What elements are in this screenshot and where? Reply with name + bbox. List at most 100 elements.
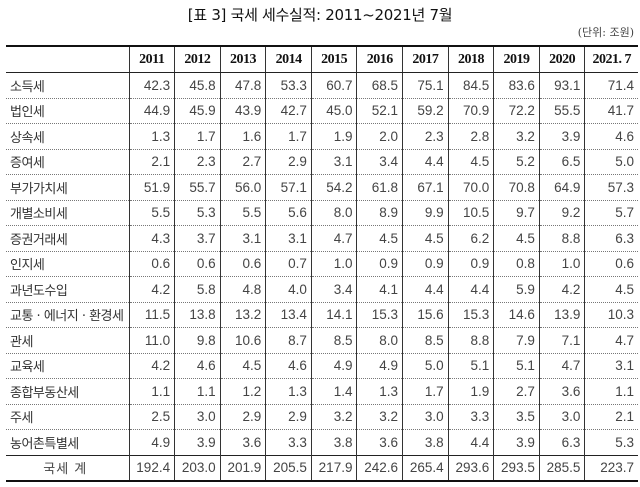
value-cell: 1.3 xyxy=(265,378,312,405)
value-cell: 6.3 xyxy=(584,225,638,252)
value-cell: 5.2 xyxy=(493,149,540,175)
value-cell: 13.4 xyxy=(265,302,312,328)
header-year: 2016 xyxy=(356,46,403,73)
value-cell: 1.7 xyxy=(174,123,221,150)
total-label: 국세 계 xyxy=(6,454,129,481)
value-cell: 293.6 xyxy=(447,454,494,481)
value-cell: 7.9 xyxy=(493,327,540,354)
value-cell: 1.7 xyxy=(265,123,312,150)
value-cell: 4.4 xyxy=(447,276,494,303)
value-cell: 4.9 xyxy=(356,353,403,379)
table-row: 교육세 4.2 4.6 4.5 4.6 4.9 4.9 5.0 5.1 5.1 4.7 3.1 xyxy=(6,353,638,379)
value-cell: 2.3 xyxy=(174,149,221,175)
value-cell: 5.8 xyxy=(174,276,221,303)
value-cell: 15.3 xyxy=(356,302,403,328)
value-cell: 1.0 xyxy=(538,251,585,277)
value-cell: 6.2 xyxy=(447,225,494,252)
value-cell: 0.6 xyxy=(174,251,221,277)
value-cell: 201.9 xyxy=(219,454,266,481)
value-cell: 54.2 xyxy=(310,174,357,201)
value-cell: 10.5 xyxy=(447,200,494,226)
value-cell: 68.5 xyxy=(356,72,403,99)
value-cell: 84.5 xyxy=(447,72,494,99)
value-cell: 2.7 xyxy=(219,149,266,175)
value-cell: 4.5 xyxy=(402,225,449,252)
header-year: 2014 xyxy=(265,46,312,73)
table-row: 인지세 0.6 0.6 0.6 0.7 1.0 0.9 0.9 0.9 0.8 1.0 0.6 xyxy=(6,251,638,277)
value-cell: 15.3 xyxy=(447,302,494,328)
value-cell: 41.7 xyxy=(584,98,638,124)
value-cell: 7.1 xyxy=(538,327,585,354)
table-row: 증여세 2.1 2.3 2.7 2.9 3.1 3.4 4.4 4.5 5.2 6.5 5.0 xyxy=(6,149,638,175)
table-row: 법인세 44.9 45.9 43.9 42.7 45.0 52.1 59.2 70.9 72.2 5… xyxy=(6,98,638,124)
header-year: 2011 xyxy=(128,46,175,73)
value-cell: 285.5 xyxy=(538,454,585,481)
value-cell: 9.7 xyxy=(493,200,540,226)
value-cell: 44.9 xyxy=(128,98,175,124)
tax-type-label: 소득세 xyxy=(6,72,129,99)
value-cell: 0.6 xyxy=(219,251,266,277)
value-cell: 67.1 xyxy=(402,174,449,201)
table-row: 농어촌특별세 4.9 3.9 3.6 3.3 3.8 3.6 3.8 4.4 3.9 6.3 5.3 xyxy=(6,429,638,456)
value-cell: 217.9 xyxy=(310,454,357,481)
value-cell: 4.4 xyxy=(402,149,449,175)
tax-type-label: 농어촌특별세 xyxy=(6,429,129,456)
value-cell: 42.3 xyxy=(128,72,175,99)
value-cell: 43.9 xyxy=(219,98,266,124)
value-cell: 4.9 xyxy=(128,429,175,456)
value-cell: 3.1 xyxy=(265,225,312,252)
total-row: 국세 계 192.4 203.0 201.9 205.5 217.9 242.6 265.4 2… xyxy=(6,454,638,481)
value-cell: 70.9 xyxy=(447,98,494,124)
value-cell: 3.5 xyxy=(493,404,540,430)
value-cell: 1.3 xyxy=(356,378,403,405)
value-cell: 1.1 xyxy=(128,378,175,405)
value-cell: 192.4 xyxy=(128,454,175,481)
value-cell: 1.6 xyxy=(219,123,266,150)
tax-type-label: 교통 · 에너지 · 환경세 xyxy=(6,302,129,328)
value-cell: 5.0 xyxy=(402,353,449,379)
tax-type-label: 과년도수입 xyxy=(6,276,129,303)
value-cell: 70.0 xyxy=(447,174,494,201)
value-cell: 45.9 xyxy=(174,98,221,124)
value-cell: 55.5 xyxy=(538,98,585,124)
tax-type-label: 법인세 xyxy=(6,98,129,124)
value-cell: 2.8 xyxy=(447,123,494,150)
value-cell: 11.5 xyxy=(128,302,175,328)
header-year: 2015 xyxy=(310,46,357,73)
table-title: [표 3] 국세 세수실적: 2011~2021년 7월 xyxy=(187,6,453,24)
value-cell: 3.1 xyxy=(219,225,266,252)
value-cell: 3.3 xyxy=(265,429,312,456)
value-cell: 3.4 xyxy=(310,276,357,303)
header-row: 2011 2012 2013 2014 2015 2016 2017 2018 2019 2020… xyxy=(6,46,638,73)
value-cell: 11.0 xyxy=(128,327,175,354)
value-cell: 2.1 xyxy=(584,404,638,430)
value-cell: 5.5 xyxy=(219,200,266,226)
value-cell: 71.4 xyxy=(584,72,638,99)
value-cell: 4.8 xyxy=(219,276,266,303)
value-cell: 8.7 xyxy=(265,327,312,354)
value-cell: 9.9 xyxy=(402,200,449,226)
tax-type-label: 부가가치세 xyxy=(6,174,129,201)
value-cell: 4.6 xyxy=(584,123,638,150)
value-cell: 2.1 xyxy=(128,149,175,175)
value-cell: 59.2 xyxy=(402,98,449,124)
value-cell: 1.2 xyxy=(219,378,266,405)
value-cell: 61.8 xyxy=(356,174,403,201)
value-cell: 4.4 xyxy=(402,276,449,303)
value-cell: 1.4 xyxy=(310,378,357,405)
value-cell: 51.9 xyxy=(128,174,175,201)
value-cell: 3.1 xyxy=(584,353,638,379)
value-cell: 0.9 xyxy=(356,251,403,277)
value-cell: 203.0 xyxy=(174,454,221,481)
value-cell: 4.0 xyxy=(265,276,312,303)
value-cell: 4.7 xyxy=(584,327,638,354)
value-cell: 3.0 xyxy=(402,404,449,430)
value-cell: 4.1 xyxy=(356,276,403,303)
table-row: 관세 11.0 9.8 10.6 8.7 8.5 8.0 8.5 8.8 7.9 7.1 4.7 xyxy=(6,327,638,354)
table-row: 교통 · 에너지 · 환경세 11.5 13.8 13.2 13.4 14.1 15.3 15… xyxy=(6,302,638,328)
value-cell: 2.3 xyxy=(402,123,449,150)
value-cell: 8.0 xyxy=(356,327,403,354)
value-cell: 6.3 xyxy=(538,429,585,456)
value-cell: 4.6 xyxy=(265,353,312,379)
value-cell: 8.8 xyxy=(447,327,494,354)
